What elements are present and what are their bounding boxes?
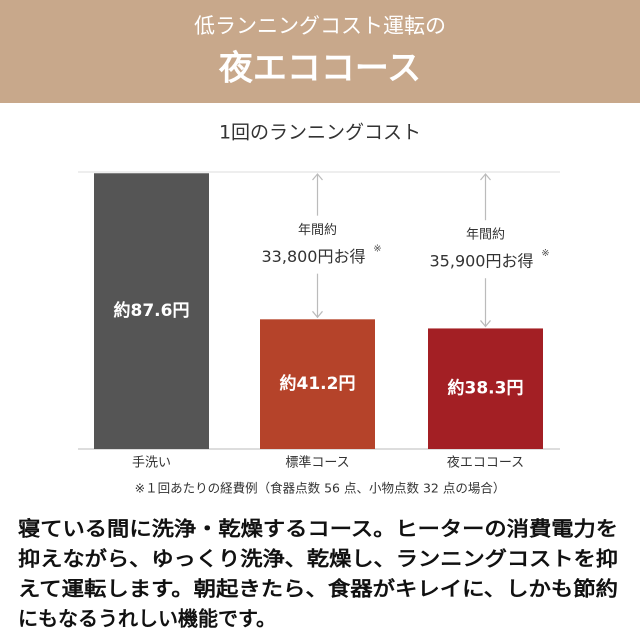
arrow-head — [312, 173, 323, 181]
arrow-head — [480, 320, 491, 328]
annotation-text: 33,800円お得 — [262, 247, 366, 266]
arrow-head — [312, 310, 323, 319]
chart-title: 1回のランニングコスト — [219, 122, 421, 144]
header-band — [0, 0, 640, 103]
arrow-head — [480, 173, 491, 181]
header-subtitle: 低ランニングコスト運転の — [194, 14, 446, 38]
bar — [94, 173, 209, 449]
x-tick-label: 手洗い — [132, 456, 171, 471]
bar — [260, 319, 375, 449]
annotation-text: 35,900円お得 — [430, 252, 534, 271]
x-tick-label: 標準コース — [285, 455, 349, 471]
description-line: 寝ている間に洗浄・乾燥するコース。ヒーターの消費電力を — [18, 517, 618, 541]
annotation-note: ※ — [373, 244, 381, 255]
header-title: 夜エココース — [218, 49, 421, 89]
value-label: 約87.6円 — [114, 300, 190, 321]
bar — [428, 328, 543, 449]
value-label: 約41.2円 — [280, 373, 356, 394]
description-line: にもなるうれしい機能です。 — [18, 607, 276, 631]
description: 寝ている間に洗浄・乾燥するコース。ヒーターの消費電力を抑えながら、ゆっくり洗浄、… — [18, 517, 618, 631]
x-tick-label: 夜エココース — [447, 456, 524, 471]
footnote: ※１回あたりの経費例（食器点数 56 点、小物点数 32 点の場合） — [135, 481, 506, 496]
value-label: 約38.3円 — [448, 378, 524, 399]
annotation-label: 年間約 — [298, 223, 337, 238]
annotation-note: ※ — [541, 248, 549, 259]
description-line: えて運転します。朝起きたら、食器がキレイに、しかも節約 — [18, 577, 618, 601]
annotation-label: 年間約 — [466, 228, 505, 243]
description-line: 抑えながら、ゆっくり洗浄、乾燥し、ランニングコストを抑 — [18, 547, 618, 571]
